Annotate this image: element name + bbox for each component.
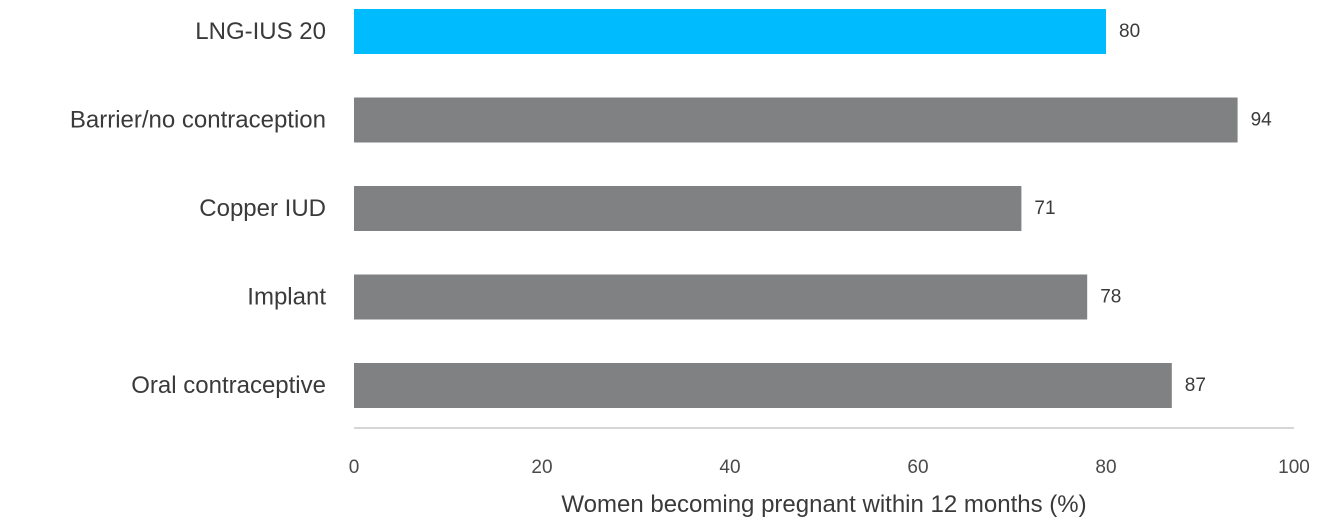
category-labels: LNG-IUS 20 Barrier/no contraception Copper… [70,18,326,399]
category-label-copper-iud: Copper IUD [199,195,326,222]
bar-oral-contraceptive [354,363,1172,408]
value-label-barrier-no-contraception: 94 [1251,110,1273,131]
value-label-lng-ius-20: 80 [1119,21,1140,42]
category-label-lng-ius-20: LNG-IUS 20 [195,18,326,45]
bars-layer [354,9,1238,408]
bar-copper-iud [354,186,1022,231]
category-label-implant: Implant [247,284,326,311]
x-tick-label-20: 20 [531,457,552,478]
bar-implant [354,274,1088,320]
bar-barrier-no-contraception [354,97,1238,143]
x-tick-label-100: 100 [1278,457,1310,478]
value-label-implant: 78 [1100,287,1121,308]
value-label-copper-iud: 71 [1034,198,1055,219]
x-tick-label-80: 80 [1095,457,1116,478]
bar-lng-ius-20 [354,9,1106,54]
category-label-barrier-no-contraception: Barrier/no contraception [70,107,326,134]
x-axis-ticks: 0 20 40 60 80 100 [349,457,1310,478]
x-axis-title: Women becoming pregnant within 12 months… [561,491,1086,518]
value-labels: 80 94 71 78 87 [1034,21,1272,396]
x-tick-label-0: 0 [349,457,360,478]
category-label-oral-contraceptive: Oral contraceptive [131,372,326,399]
value-label-oral-contraceptive: 87 [1185,375,1206,396]
x-tick-label-60: 60 [907,457,928,478]
x-tick-label-40: 40 [719,457,740,478]
